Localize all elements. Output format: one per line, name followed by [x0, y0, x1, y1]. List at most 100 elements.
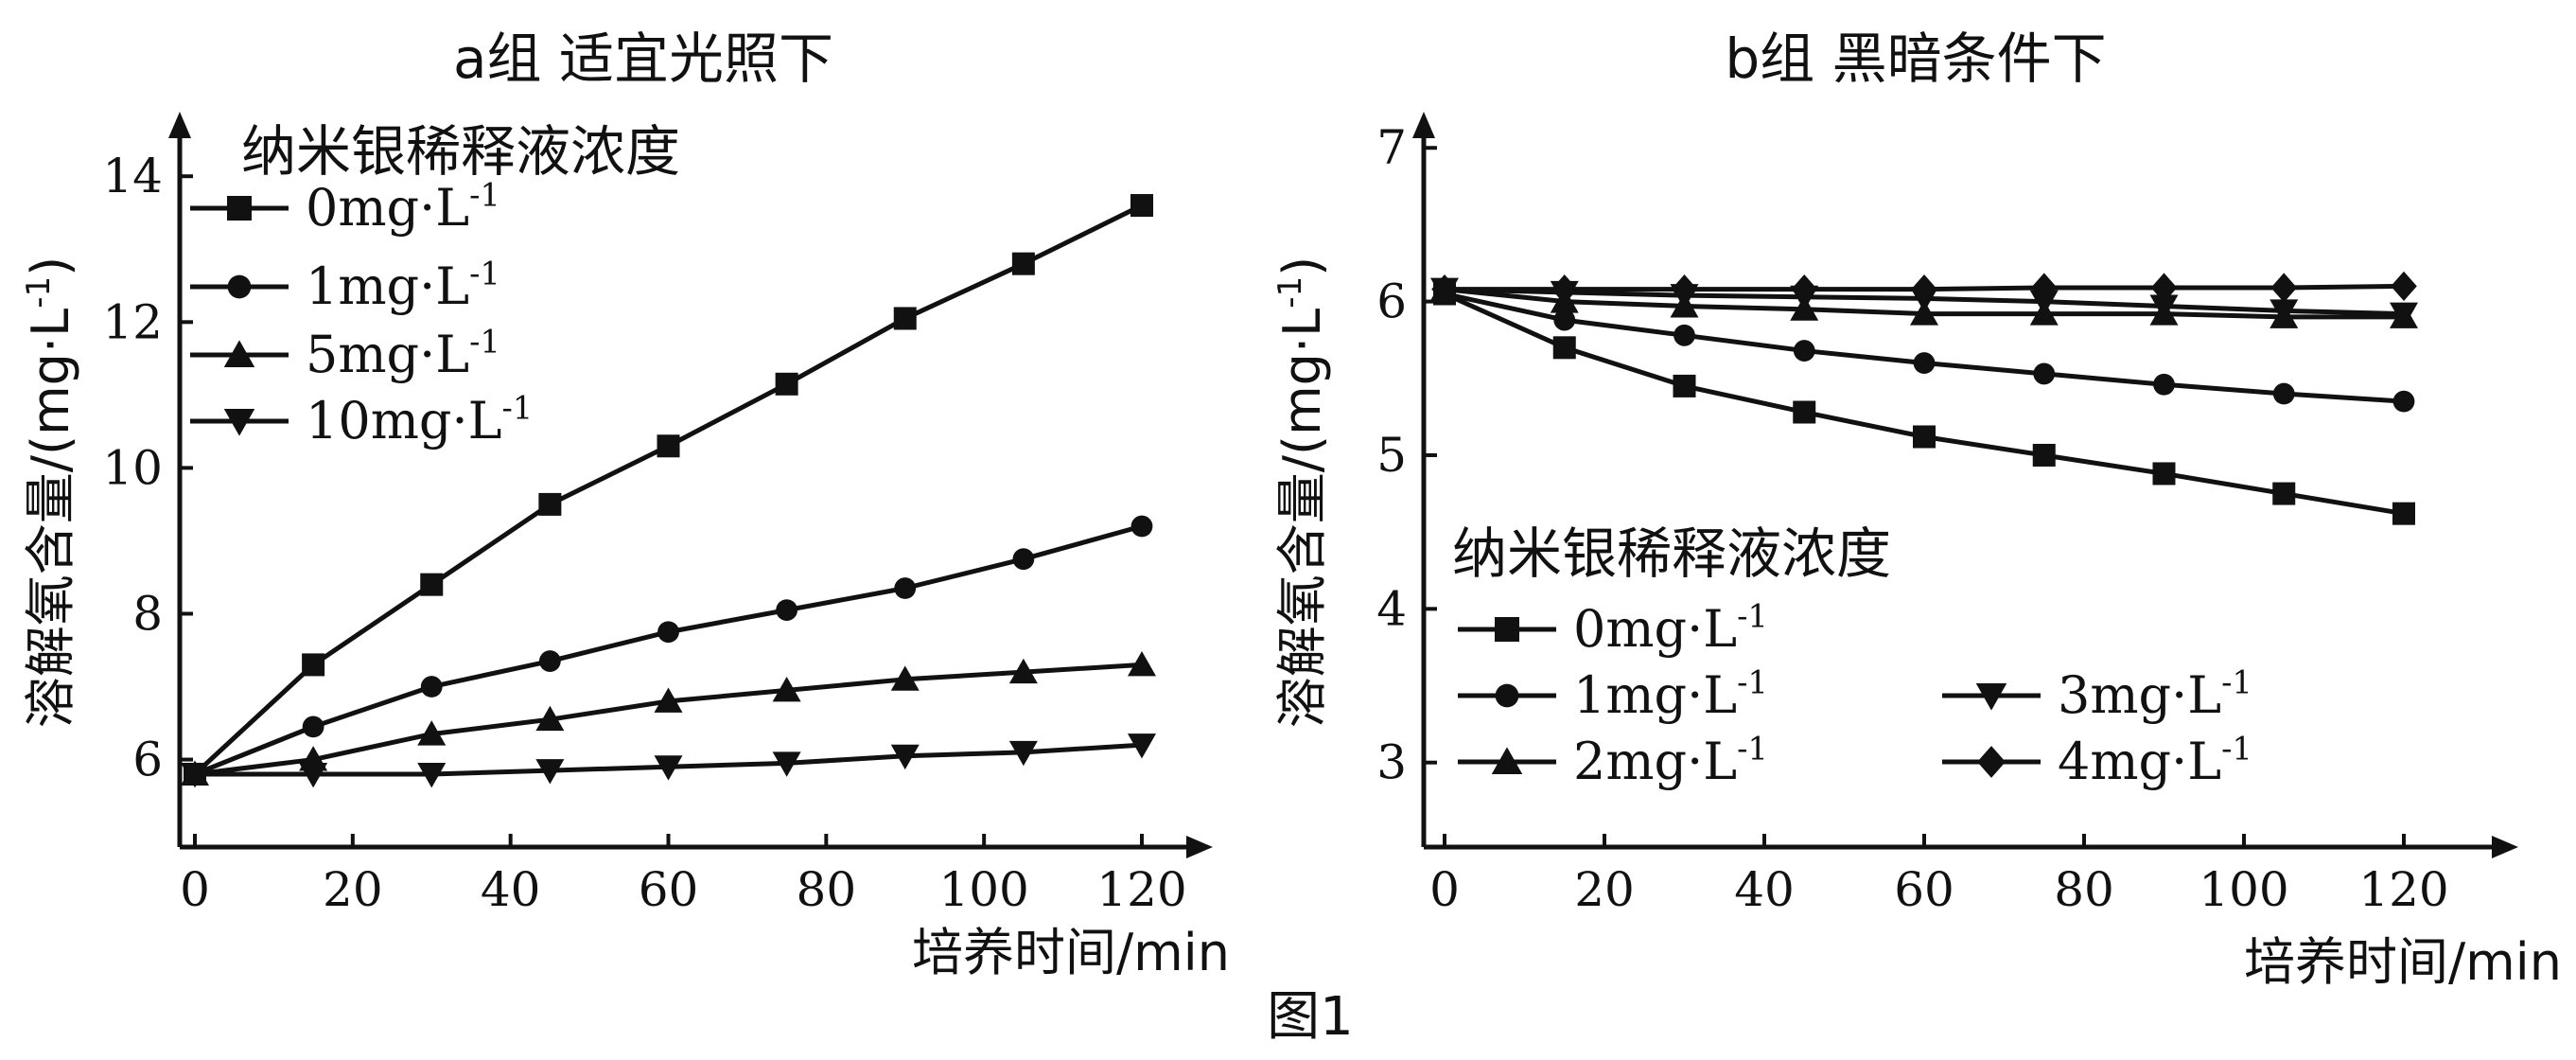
panel-b-data-point	[1913, 425, 1936, 449]
panel-a-data-point	[657, 621, 679, 644]
panel-b-data-point	[1674, 324, 1695, 346]
panel-a-data-point	[538, 650, 561, 672]
panel-b-series-1	[1433, 283, 2415, 413]
panel-a-x-tick-label: 120	[1096, 862, 1186, 917]
panel-a-title: a组 适宜光照下	[453, 26, 833, 91]
panel-a-y-axis-label: 溶解氧含量/(mg·L-1)	[20, 256, 80, 728]
panel-a-series-1	[184, 515, 1153, 786]
panel-b-y-tick-label: 3	[1376, 735, 1407, 790]
panel-b-title: b组 黑暗条件下	[1725, 26, 2106, 91]
panel-a-data-point	[417, 762, 447, 788]
panel-b-x-tick-label: 0	[1429, 862, 1460, 917]
panel-a-x-tick-label: 80	[797, 862, 857, 917]
panel-b-y-tick-label: 6	[1376, 274, 1407, 329]
panel-b-x-tick-label: 60	[1894, 862, 1954, 917]
panel-a-data-point	[420, 573, 444, 596]
panel-b-data-point	[1431, 274, 1458, 305]
panel-a-data-point	[775, 372, 798, 396]
panel-b-y-axis-arrow	[1412, 112, 1435, 138]
panel-b-data-point	[2029, 290, 2059, 316]
panel-b-legend-label: 3mg·L-1	[2058, 663, 2252, 725]
panel-b-chart: b组 黑暗条件下 0 20 40 60 80 100 120 3 4 5 6 7 培养时间/min 溶解氧含…	[1271, 26, 2562, 992]
panel-a-x-tick-label: 60	[639, 862, 699, 917]
panel-a-x-tick-label: 40	[481, 862, 541, 917]
panel-b-data-point	[2270, 273, 2298, 303]
panel-b-data-point	[2152, 462, 2176, 486]
panel-a-data-point	[894, 577, 917, 599]
panel-b-legend-item: 1mg·L-1	[1458, 663, 1768, 725]
figure-label: 图1	[1267, 986, 1354, 1048]
panel-b-data-point	[2272, 382, 2295, 405]
panel-b-legend-marker	[1491, 747, 1523, 774]
panel-a-data-point	[535, 705, 565, 732]
panel-b-series-line	[1443, 292, 2405, 517]
panel-b-data-point	[1793, 340, 1815, 362]
panel-a-legend-item: 0mg·L-1	[190, 176, 500, 238]
panel-a-x-axis-arrow	[1186, 836, 1213, 858]
panel-b-data-point	[1913, 352, 1936, 374]
panel-a-x-axis-label: 培养时间/min	[912, 923, 1230, 982]
panel-b-data-point	[1910, 300, 1938, 326]
panel-b-x-tick-label: 120	[2358, 862, 2448, 917]
panel-b-data-point	[2030, 273, 2058, 303]
panel-a-chart: a组 适宜光照下 0 20 40 60 80 100 120 6 8 10 12 14 培养时间/min 溶…	[20, 26, 1230, 982]
panel-b-data-point	[1793, 400, 1816, 424]
panel-a-data-point	[302, 653, 325, 677]
panel-a-legend-item: 10mg·L-1	[190, 389, 533, 450]
panel-a-data-point	[538, 492, 562, 516]
panel-b-data-point	[1911, 274, 1937, 305]
panel-a-legend-marker	[223, 340, 255, 367]
panel-a-data-point	[302, 716, 324, 738]
panel-b-legend-label: 4mg·L-1	[2058, 730, 2252, 791]
panel-b-data-point	[1553, 309, 1576, 331]
panel-b-data-point	[1551, 274, 1578, 305]
panel-a-x-tick-label: 20	[323, 862, 383, 917]
panel-a-legend-label: 1mg·L-1	[306, 255, 500, 316]
panel-b-data-point	[2150, 273, 2178, 303]
panel-b-data-point	[2033, 362, 2056, 385]
panel-a-data-point	[181, 762, 209, 788]
panel-b-y-tick-label: 5	[1376, 428, 1407, 483]
panel-a-y-tick-label: 14	[102, 149, 163, 203]
panel-a-y-tick-label: 6	[132, 733, 163, 787]
panel-b-legend-marker	[1495, 683, 1519, 708]
panel-a-data-point	[657, 434, 680, 458]
panel-b-data-point	[2390, 302, 2418, 327]
panel-b-data-point	[2391, 271, 2417, 301]
panel-b-data-point	[2153, 373, 2175, 396]
panel-a-data-point	[1008, 740, 1038, 767]
panel-b-data-point	[1673, 374, 1696, 398]
panel-a-data-point	[654, 755, 683, 781]
panel-b-x-tick-label: 100	[2199, 862, 2288, 917]
panel-a-data-point	[772, 676, 801, 702]
panel-b-y-axis-label: 溶解氧含量/(mg·L-1)	[1271, 256, 1332, 728]
panel-a-data-point	[417, 720, 447, 746]
panel-b-x-axis-label: 培养时间/min	[2244, 932, 2562, 992]
panel-b-data-point	[2272, 482, 2296, 505]
panel-b-legend-marker	[1977, 746, 2006, 778]
panel-b-x-tick-label: 40	[1734, 862, 1795, 917]
panel-a-data-point	[890, 665, 920, 691]
panel-a-legend-title: 纳米银稀释液浓度	[241, 119, 680, 184]
panel-a-x-tick-label: 0	[180, 862, 210, 917]
panel-b-x-tick-label: 80	[2054, 862, 2114, 917]
panel-b-legend-item: 3mg·L-1	[1942, 663, 2252, 725]
panel-a-data-point	[776, 599, 798, 622]
panel-a-data-point	[1130, 515, 1153, 538]
panel-a-legend-marker	[223, 409, 255, 436]
panel-a-data-point	[299, 762, 328, 788]
panel-a-x-tick-label: 100	[938, 862, 1028, 917]
panel-b-y-tick-label: 7	[1376, 120, 1407, 175]
panel-a-legend-label: 10mg·L-1	[306, 389, 533, 450]
panel-b-data-point	[2032, 443, 2056, 467]
panel-a-data-point	[420, 676, 443, 698]
panel-a-data-point	[654, 687, 683, 713]
panel-a-data-point	[1128, 650, 1156, 677]
panel-a-y-axis-arrow	[168, 112, 191, 138]
panel-b-legend-marker	[1975, 683, 2007, 711]
panel-a-data-point	[535, 759, 565, 785]
panel-b-data-point	[2269, 299, 2299, 325]
